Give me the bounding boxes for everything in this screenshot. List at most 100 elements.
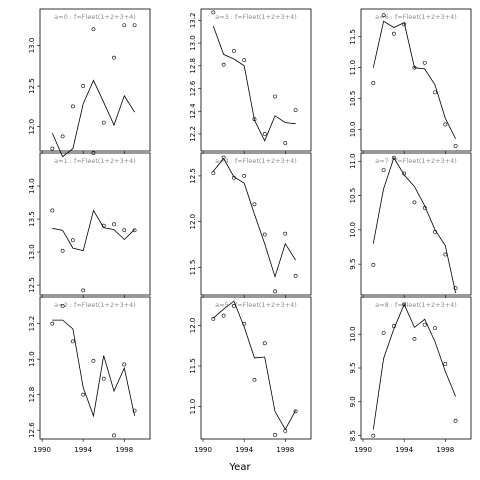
- fitted-line: [213, 300, 296, 431]
- observed-point: [211, 10, 216, 15]
- y-tick-label: 13.2: [189, 13, 197, 29]
- panel-frame: [200, 152, 312, 296]
- observed-point: [453, 286, 458, 291]
- observed-point: [402, 302, 407, 307]
- observed-point: [122, 228, 127, 233]
- y-tick-label: 12.8: [28, 387, 36, 403]
- observed-point: [70, 238, 75, 243]
- panel-frame: [39, 8, 151, 152]
- fitted-line: [372, 20, 456, 139]
- observed-point: [433, 229, 437, 234]
- observed-point: [221, 62, 226, 67]
- observed-point: [433, 90, 437, 95]
- observed-point: [283, 428, 288, 433]
- y-tick-label: 12.0: [189, 214, 197, 230]
- observed-point: [283, 231, 288, 236]
- observed-point: [422, 322, 427, 327]
- fitted-line: [51, 79, 135, 158]
- observed-point: [262, 341, 267, 346]
- x-axis-title: Year: [228, 462, 251, 473]
- x-tick-label: 1994: [74, 446, 92, 454]
- panel-2: a=6 : f=Fleet(1+2+3+4) 10.0 10.5 11.0 11.5: [349, 8, 472, 154]
- observed-point: [211, 317, 216, 321]
- observed-point: [50, 146, 55, 151]
- y-tick-label: 9.5: [349, 259, 357, 270]
- panel-title: a=8 : f=Fleet(1+2+3+4): [375, 301, 457, 309]
- y-tick-label: 10.0: [349, 326, 357, 342]
- panel-title: a=2 : f=Fleet(1+2+3+4): [54, 301, 136, 309]
- y-tick-label: 10.0: [349, 122, 357, 138]
- observed-point: [422, 205, 427, 210]
- observed-point: [70, 339, 75, 344]
- observed-point: [453, 144, 458, 148]
- y-tick-label: 11.0: [349, 153, 357, 169]
- panel-0: a=0 : f=Fleet(1+2+3+4) 12.0 12.5 13.0: [28, 8, 151, 158]
- y-tick-label: 13.2: [28, 316, 36, 332]
- y-tick-label: 13.5: [28, 211, 36, 227]
- y-tick-label: 12.2: [189, 126, 197, 142]
- observed-point: [101, 376, 106, 381]
- observed-point: [252, 377, 257, 382]
- panel-8: a=8 : f=Fleet(1+2+3+4) 8.5 9.0 9.5 10.0 1990 1…: [349, 296, 472, 454]
- observed-point: [221, 155, 226, 160]
- y-tick-label: 10.0: [349, 222, 357, 238]
- y-tick-label: 11.5: [349, 29, 357, 45]
- y-tick-label: 9.0: [349, 396, 357, 407]
- observed-point: [283, 141, 288, 145]
- observed-point: [412, 200, 417, 205]
- panel-4: a=4 : f=Fleet(1+2+3+4) 11.5 12.0 12.5: [189, 152, 312, 298]
- y-tick-label: 9.5: [349, 362, 357, 373]
- panel-frame: [39, 152, 151, 296]
- observed-point: [453, 418, 458, 423]
- observed-point: [391, 155, 396, 160]
- fitted-line: [52, 319, 135, 418]
- panel-5: a=7 : f=Fleet(1+2+3+4) 9.5 10.0 10.5 11.0: [349, 152, 472, 298]
- fitted-line: [372, 303, 456, 430]
- y-tick-label: 11.5: [189, 358, 197, 374]
- y-tick-label: 12.0: [189, 318, 197, 334]
- observed-point: [433, 326, 437, 331]
- observed-point: [371, 81, 376, 85]
- y-tick-label: 13.0: [189, 35, 197, 51]
- panel-grid: a=0 : f=Fleet(1+2+3+4)12.012.513.0 a=3 : …: [28, 8, 472, 454]
- observed-point: [381, 330, 386, 335]
- observed-point: [91, 358, 96, 363]
- y-tick-label: 13.0: [28, 351, 36, 367]
- observed-point: [412, 65, 417, 70]
- y-tick-label: 12.4: [189, 103, 197, 119]
- x-tick-label: 1998: [436, 446, 454, 454]
- observed-point: [211, 171, 216, 176]
- panel-frame: [200, 296, 312, 440]
- observed-point: [132, 408, 137, 413]
- observed-point: [91, 151, 96, 155]
- panel-title: a=1 : f=Fleet(1+2+3+4): [54, 157, 136, 165]
- observed-point: [221, 313, 226, 318]
- panel-7: a=5 : f=Fleet(1+2+3+4) 11.0 11.5 12.0 1990 19…: [189, 296, 312, 454]
- observed-point: [273, 94, 277, 99]
- x-tick-label: 1998: [276, 446, 294, 454]
- x-tick-label: 1990: [33, 446, 51, 454]
- observed-point: [81, 288, 86, 293]
- y-tick-label: 12.5: [28, 78, 36, 94]
- panel-frame: [39, 296, 151, 440]
- observed-point: [132, 228, 137, 233]
- observed-point: [402, 22, 407, 27]
- observed-point: [402, 171, 407, 176]
- panel-frame: [200, 8, 312, 152]
- panel-title: a=3 : f=Fleet(1+2+3+4): [215, 13, 297, 21]
- observed-point: [231, 175, 236, 180]
- observed-point: [60, 134, 65, 139]
- observed-point: [50, 208, 55, 213]
- y-tick-label: 8.5: [349, 430, 357, 441]
- observed-point: [112, 433, 116, 438]
- observed-point: [293, 409, 298, 414]
- x-tick-label: 1990: [354, 446, 372, 454]
- observed-point: [443, 362, 448, 366]
- y-tick-label: 10.5: [349, 91, 357, 107]
- fitted-line: [52, 209, 135, 252]
- y-tick-label: 12.8: [189, 58, 197, 74]
- panel-1: a=3 : f=Fleet(1+2+3+4) 12.2 12.4 12.6 12.8 13…: [189, 8, 312, 154]
- observed-point: [252, 202, 257, 207]
- observed-point: [273, 289, 277, 294]
- observed-point: [273, 433, 277, 437]
